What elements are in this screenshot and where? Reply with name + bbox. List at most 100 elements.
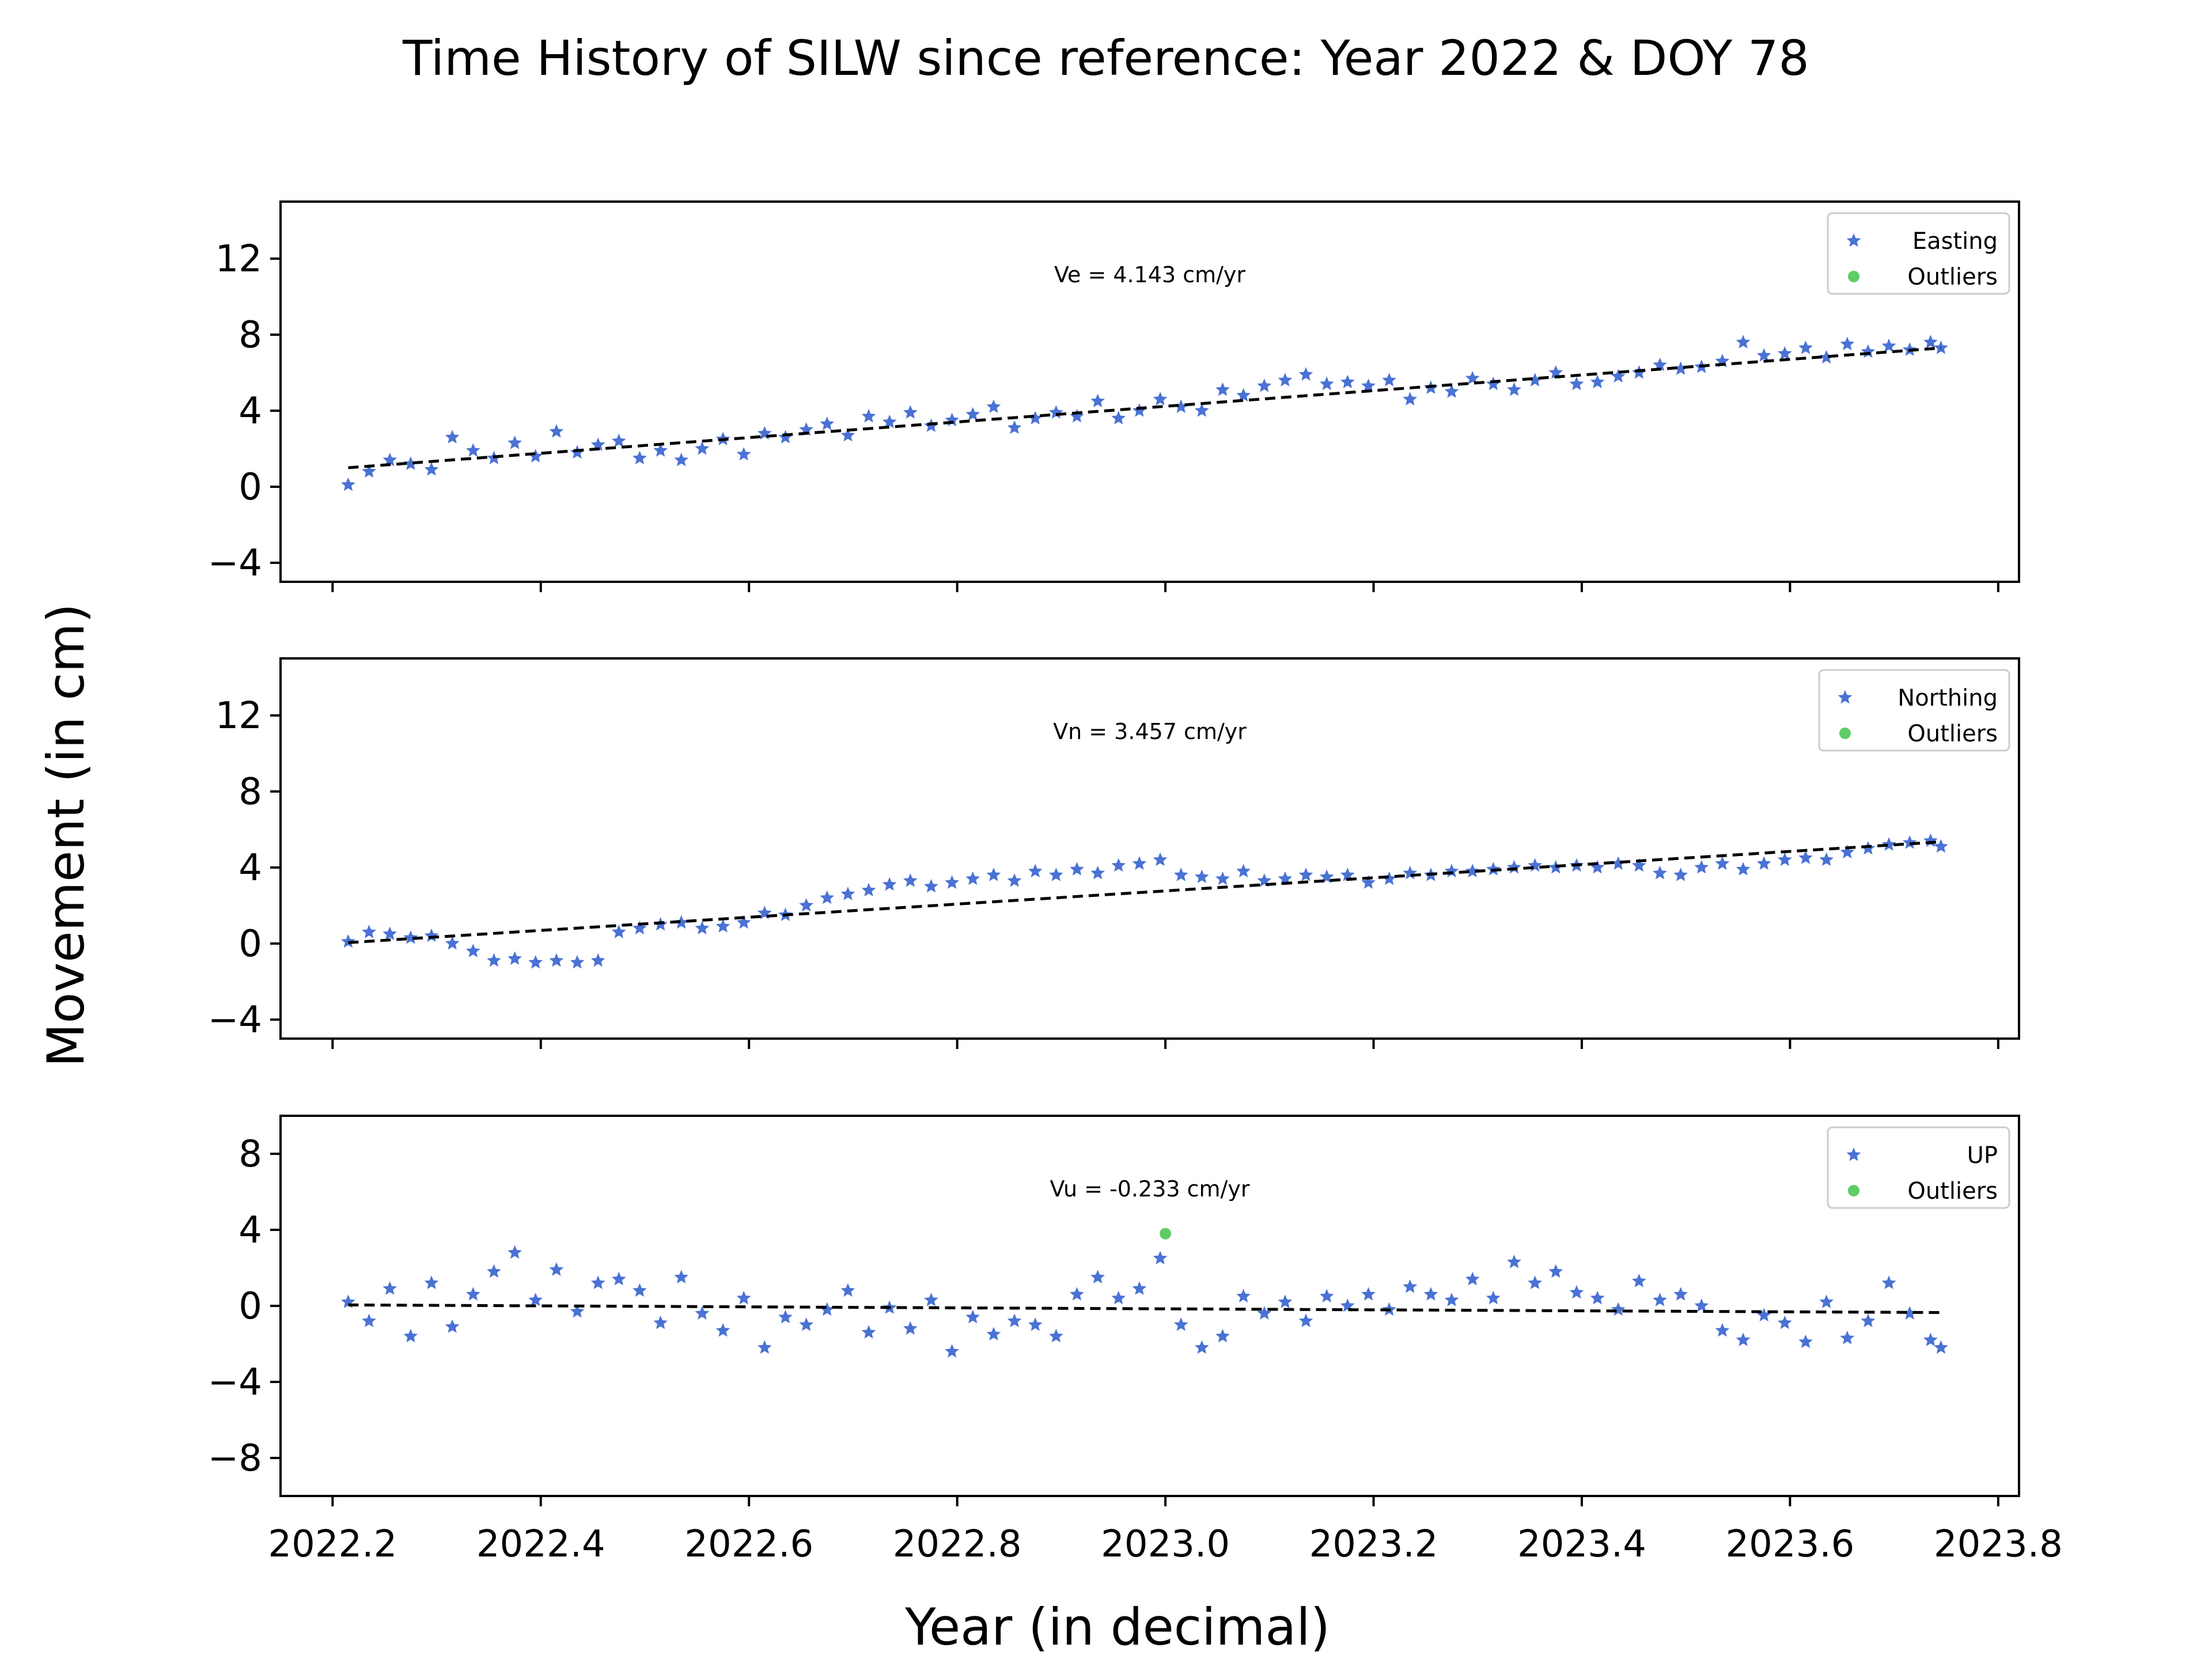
easting-data-point <box>1611 369 1626 383</box>
up-data-point <box>799 1317 813 1331</box>
northing-y-tick-label: −4 <box>208 999 262 1041</box>
up-data-point <box>1111 1290 1126 1305</box>
outliers-legend-label: Outliers <box>1907 721 1998 747</box>
up-data-point <box>1361 1287 1376 1301</box>
northing-data-point <box>1236 863 1251 878</box>
up-data-point <box>1819 1294 1834 1308</box>
northing-data-point <box>1632 858 1646 872</box>
northing-data-point <box>1298 868 1313 881</box>
up-data-point <box>1257 1306 1272 1320</box>
easting-data-point <box>424 462 439 476</box>
outliers-legend-label: Outliers <box>1907 1178 1998 1205</box>
easting-data-point <box>1173 399 1188 413</box>
up-legend-marker <box>1846 1147 1861 1161</box>
easting-axes-frame <box>279 200 2020 583</box>
up-data-point <box>632 1283 647 1297</box>
easting-data-point <box>778 430 793 444</box>
up-x-tick-label: 2023.2 <box>1309 1523 1438 1566</box>
up-data-point <box>1569 1285 1584 1299</box>
northing-data-point <box>570 955 585 969</box>
up-data-point <box>1465 1271 1480 1286</box>
up-data-point <box>1403 1279 1418 1293</box>
easting-data-point <box>1090 393 1105 407</box>
northing-data-point <box>1819 852 1834 866</box>
easting-data-point <box>1840 336 1855 350</box>
up-data-point <box>840 1283 855 1297</box>
up-x-tick-label: 2023.8 <box>1934 1523 2063 1566</box>
figure-title: Time History of SILW since reference: Ye… <box>402 30 1809 86</box>
northing-data-point <box>403 930 418 944</box>
up-data-point <box>1298 1313 1313 1327</box>
northing-data-point <box>1798 850 1813 864</box>
easting-data-point <box>1278 373 1293 387</box>
easting-data-point <box>1590 374 1605 388</box>
up-data-point <box>507 1245 522 1259</box>
northing-data-point <box>1028 863 1043 878</box>
easting-y-tick-label: 12 <box>215 238 262 281</box>
easting-data-point <box>820 416 835 430</box>
up-data-point <box>1173 1317 1188 1331</box>
northing-data-point <box>1934 839 1948 853</box>
easting-data-point <box>1736 335 1751 349</box>
easting-data-point <box>653 443 668 457</box>
up-data-point <box>1195 1340 1209 1354</box>
up-trend-line <box>348 1303 1941 1315</box>
northing-data-point <box>1715 856 1730 870</box>
outliers-legend-marker <box>1848 271 1859 282</box>
easting-data-point <box>1070 408 1084 423</box>
up-data-point <box>1653 1293 1667 1306</box>
northing-data-point <box>1007 873 1022 887</box>
northing-data-point <box>1132 856 1147 870</box>
northing-data-point <box>1049 868 1063 881</box>
up-x-tick-label: 2022.8 <box>893 1523 1022 1566</box>
up-data-point <box>861 1325 876 1339</box>
northing-data-point <box>1736 862 1751 876</box>
northing-data-point <box>466 944 480 957</box>
easting-data-point <box>1881 338 1896 353</box>
easting-data-point <box>1195 403 1209 417</box>
x-axis-label: Year (in decimal) <box>904 1597 1330 1657</box>
up-data-point <box>715 1323 730 1337</box>
easting-data-point <box>1756 348 1771 362</box>
easting-data-point <box>507 435 522 449</box>
up-data-point <box>1007 1313 1022 1327</box>
easting-data-point <box>590 437 605 451</box>
easting-data-point <box>882 414 897 429</box>
northing-axes-frame <box>279 657 2020 1040</box>
easting-data-point <box>341 477 355 491</box>
northing-data-point <box>1361 875 1376 889</box>
up-data-point <box>612 1271 626 1286</box>
easting-data-point <box>965 407 980 421</box>
northing-data-point <box>1756 856 1771 870</box>
easting-data-point <box>382 452 397 467</box>
easting-data-point <box>1382 373 1396 387</box>
up-data-point <box>1902 1306 1917 1320</box>
northing-trend-line <box>348 840 1941 944</box>
easting-data-point <box>1153 392 1168 406</box>
up-data-point <box>1756 1308 1771 1321</box>
easting-y-tick-label: 8 <box>238 314 262 357</box>
up-y-tick-label: −4 <box>208 1361 262 1404</box>
up-data-point <box>1923 1332 1938 1346</box>
up-data-point <box>1153 1251 1168 1264</box>
up-data-point <box>1507 1255 1521 1268</box>
easting-trend-line <box>348 346 1941 469</box>
northing-y-tick-label: 12 <box>215 695 262 737</box>
easting-data-point <box>1028 411 1043 425</box>
easting-data-point <box>1319 376 1334 391</box>
northing-data-point <box>1465 863 1480 878</box>
up-data-point <box>1798 1334 1813 1349</box>
northing-data-point <box>1173 868 1188 881</box>
northing-data-point <box>1382 871 1396 885</box>
easting-data-point <box>1361 378 1376 392</box>
up-data-point <box>1590 1290 1605 1305</box>
northing-data-point <box>507 951 522 965</box>
northing-data-point <box>487 953 501 967</box>
up-data-point <box>1694 1298 1709 1312</box>
up-y-tick-label: 4 <box>238 1209 262 1252</box>
easting-data-point <box>612 433 626 448</box>
y-axis-label: Movement (in cm) <box>36 603 96 1067</box>
up-x-tick-label: 2022.2 <box>268 1523 397 1566</box>
easting-velocity-annotation: Ve = 4.143 cm/yr <box>1054 262 1245 287</box>
up-data-point <box>487 1264 501 1278</box>
